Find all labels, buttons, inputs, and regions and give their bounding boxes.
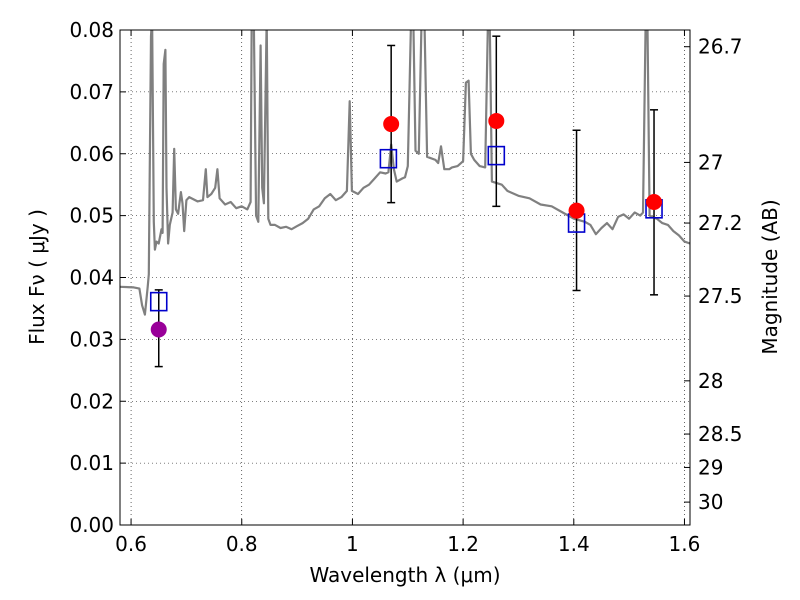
y-tick-label: 0.01 [69,451,114,475]
model-square-point [149,291,168,312]
x-axis-title: Wavelength λ (μm) [309,563,500,587]
x-tick-label: 1.6 [669,532,701,556]
x-axis: 0.6 0.8 1 1.2 1.4 1.6 [115,30,700,556]
y-tick-label: 0.00 [69,513,114,537]
y-axis-title: Flux Fν ( μJy ) [25,209,49,345]
plot-area [120,30,690,368]
y-tick-label: 0.03 [69,327,114,351]
x-tick-label: 0.6 [115,532,147,556]
x-tick-label: 1 [346,532,359,556]
y2-tick-label: 28 [698,369,723,393]
y2-tick-label: 27 [698,150,723,174]
data-circle-point [646,194,663,211]
y2-tick-label: 26.7 [698,35,743,59]
y-tick-label: 0.05 [69,204,114,228]
y2-tick-label: 28.5 [698,422,743,446]
y2-tick-label: 29 [698,455,723,479]
y2-axis-title: Magnitude (AB) [758,199,782,354]
y-axis-right: 26.7 27 27.2 27.5 28 28.5 29 30 [684,35,743,514]
data-circle-point [150,321,167,338]
model-square-point [379,148,398,169]
y-tick-label: 0.07 [69,80,114,104]
y-axis-left: 0.00 0.01 0.02 0.03 0.04 0.05 0.06 0.07 0.08 [69,18,126,537]
spectrum-line [120,30,690,316]
model-square-point [487,145,506,166]
x-tick-label: 1.4 [558,532,590,556]
y-tick-label: 0.02 [69,389,114,413]
x-tick-label: 0.8 [226,532,258,556]
y2-tick-label: 27.2 [698,211,743,235]
y2-tick-label: 27.5 [698,284,743,308]
data-circle-point [568,202,585,219]
y-tick-label: 0.04 [69,266,114,290]
y2-tick-label: 30 [698,490,723,514]
x-tick-label: 1.2 [447,532,479,556]
data-circle-point [488,112,505,129]
data-circle-point [383,116,400,133]
y-tick-label: 0.06 [69,142,114,166]
y-tick-label: 0.08 [69,18,114,42]
